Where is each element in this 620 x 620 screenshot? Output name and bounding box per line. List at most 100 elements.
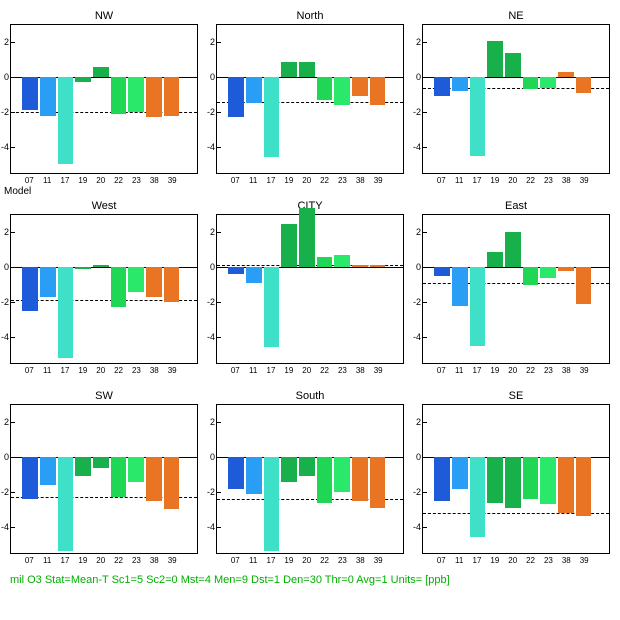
xtick-label: 22 — [320, 366, 329, 375]
ytick-label: -4 — [1, 332, 9, 342]
bar-22 — [317, 257, 333, 267]
bar-17 — [58, 457, 74, 551]
xtick-label: 20 — [508, 176, 517, 185]
bar-07 — [228, 267, 244, 274]
xtick-label: 20 — [96, 176, 105, 185]
ytick-label: 0 — [210, 72, 215, 82]
ytick-label: 2 — [210, 227, 215, 237]
x-axis: 071117192022233839 — [216, 364, 404, 378]
bar-20 — [93, 265, 109, 267]
bar-20 — [299, 208, 315, 267]
bar-38 — [352, 265, 368, 267]
xtick-label: 39 — [168, 556, 177, 565]
bar-17 — [470, 267, 486, 345]
bar-23 — [128, 77, 144, 112]
bar-23 — [540, 457, 556, 504]
bar-23 — [540, 77, 556, 87]
plot-area: -4-202 — [10, 404, 198, 554]
xtick-label: 17 — [473, 176, 482, 185]
plot-area: -4-202 — [422, 214, 610, 364]
bar-20 — [505, 232, 521, 267]
xtick-label: 39 — [168, 366, 177, 375]
ytick-label: 0 — [4, 262, 9, 272]
panel-city: CITY-4-202071117192022233839 — [216, 200, 404, 378]
panel-east: East-4-202071117192022233839 — [422, 200, 610, 378]
xtick-label: 07 — [231, 556, 240, 565]
xtick-label: 39 — [374, 556, 383, 565]
xtick-label: 07 — [437, 176, 446, 185]
ytick-label: 2 — [4, 227, 9, 237]
ytick-label: 0 — [210, 452, 215, 462]
ytick-label: -4 — [207, 522, 215, 532]
footer-text: mil O3 Stat=Mean-T Sc1=5 Sc2=0 Mst=4 Men… — [10, 574, 610, 586]
bars-container — [11, 215, 197, 363]
xtick-label: 39 — [580, 556, 589, 565]
xtick-label: 07 — [231, 176, 240, 185]
xtick-label: 17 — [61, 176, 70, 185]
xtick-label: 20 — [302, 176, 311, 185]
y-axis: -4-202 — [0, 215, 9, 363]
xtick-label: 11 — [249, 366, 257, 375]
bar-11 — [246, 77, 262, 103]
ytick-label: -4 — [207, 332, 215, 342]
xtick-label: 22 — [114, 366, 123, 375]
bar-17 — [470, 77, 486, 155]
panel-title: North — [216, 10, 404, 22]
xtick-label: 17 — [473, 366, 482, 375]
ytick-label: -2 — [1, 487, 9, 497]
bar-20 — [505, 457, 521, 507]
xtick-label: 23 — [132, 366, 141, 375]
xtick-label: 11 — [249, 556, 257, 565]
xtick-label: 11 — [43, 366, 51, 375]
bar-20 — [299, 457, 315, 476]
xtick-label: 39 — [374, 176, 383, 185]
bar-22 — [111, 77, 127, 114]
xtick-label: 20 — [508, 366, 517, 375]
x-axis: 071117192022233839 — [10, 364, 198, 378]
ytick-label: 0 — [210, 262, 215, 272]
ytick-label: 2 — [416, 37, 421, 47]
bar-07 — [22, 267, 38, 311]
y-axis: -4-202 — [199, 215, 215, 363]
panel-title: NE — [422, 10, 610, 22]
bar-11 — [40, 267, 56, 297]
bar-19 — [487, 457, 503, 502]
y-axis: -4-202 — [0, 405, 9, 553]
xtick-label: 07 — [25, 366, 34, 375]
ytick-label: -2 — [413, 107, 421, 117]
x-axis: 071117192022233839 — [422, 554, 610, 568]
plot-area: -4-202 — [216, 404, 404, 554]
xtick-label: 19 — [78, 556, 87, 565]
x-axis: 071117192022233839 — [216, 554, 404, 568]
bar-22 — [317, 77, 333, 100]
panel-nw: NW-4-202071117192022233839Model — [10, 10, 198, 188]
ytick-label: -4 — [413, 332, 421, 342]
plot-area: -4-202 — [10, 24, 198, 174]
bars-container — [423, 25, 609, 173]
ytick-label: 0 — [416, 452, 421, 462]
bar-11 — [246, 457, 262, 494]
bar-11 — [452, 457, 468, 488]
x-axis-label: Model — [4, 186, 31, 197]
panel-title: SW — [10, 390, 198, 402]
panel-sw: SW-4-202071117192022233839 — [10, 390, 198, 568]
xtick-label: 20 — [96, 556, 105, 565]
plot-area: -4-202 — [10, 214, 198, 364]
bar-39 — [370, 265, 386, 267]
ytick-label: -2 — [413, 487, 421, 497]
bar-07 — [228, 457, 244, 488]
panel-title: SE — [422, 390, 610, 402]
bar-20 — [93, 67, 109, 77]
xtick-label: 38 — [562, 176, 571, 185]
plot-area: -4-202 — [216, 24, 404, 174]
xtick-label: 11 — [249, 176, 257, 185]
bar-19 — [281, 224, 297, 268]
xtick-label: 17 — [473, 556, 482, 565]
xtick-label: 17 — [61, 366, 70, 375]
xtick-label: 22 — [114, 556, 123, 565]
bar-39 — [576, 267, 592, 304]
bar-39 — [164, 267, 180, 302]
bar-20 — [299, 62, 315, 78]
xtick-label: 07 — [437, 556, 446, 565]
ytick-label: -2 — [413, 297, 421, 307]
